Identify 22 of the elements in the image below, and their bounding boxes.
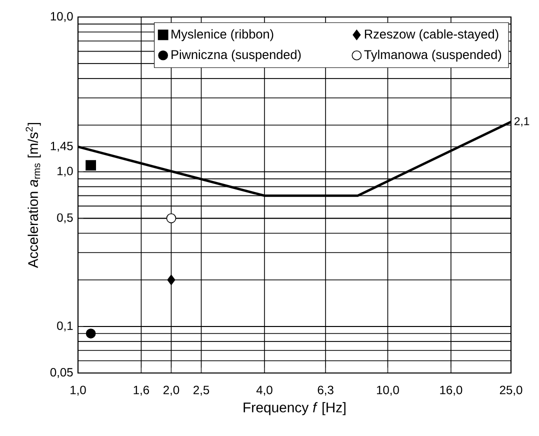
legend-label: Piwniczna (suspended) xyxy=(172,50,301,62)
legend-label: Rzeszow (cable-stayed) xyxy=(364,29,498,42)
y-tick-label: 0,5 xyxy=(57,213,73,224)
x-axis-title: Frequency f [Hz] xyxy=(244,402,346,416)
x-tick-label: 6,3 xyxy=(318,386,334,396)
y-tick-label: 1,0 xyxy=(58,166,73,177)
x-tick-label: 4,0 xyxy=(256,386,272,396)
y-tick-label: 0,05 xyxy=(50,368,73,378)
x-tick-label: 10,0 xyxy=(376,386,399,396)
x-tick-label: 1,6 xyxy=(134,386,150,396)
y-tick-label: 0,1 xyxy=(57,321,73,332)
x-tick-label: 16,0 xyxy=(440,386,462,396)
y-tick-label: 10,0 xyxy=(50,12,73,22)
x-tick-label: 1,0 xyxy=(70,386,86,396)
y-tick-label: 1,45 xyxy=(50,142,73,152)
x-tick-label: 25,0 xyxy=(500,386,522,396)
x-tick-label: 2,5 xyxy=(194,386,210,396)
legend-label: Tylmanowa (suspended) xyxy=(364,50,502,62)
annotation: 2,1 xyxy=(514,117,530,127)
y-axis-title: Acceleration a$_{rms}$ [m/s$^{2}$] xyxy=(26,122,41,268)
legend-label: Myslenice (ribbon) xyxy=(172,29,274,42)
x-tick-label: 2,0 xyxy=(163,386,180,396)
